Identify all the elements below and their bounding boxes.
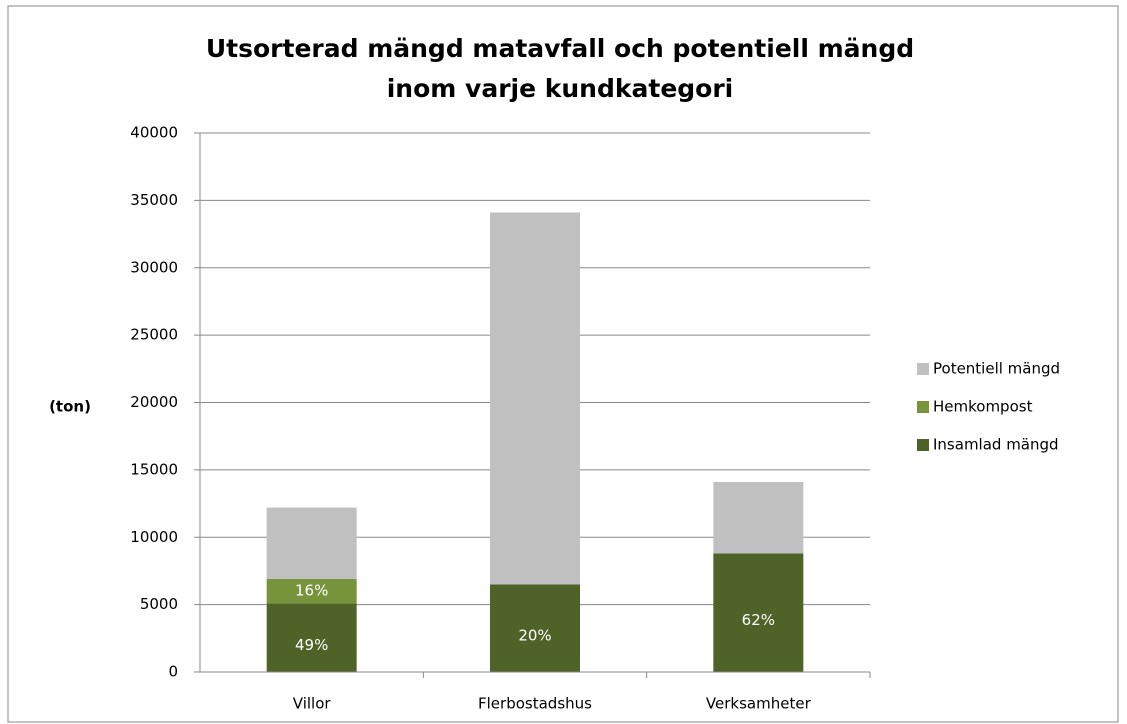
- bar-segment: [266, 603, 357, 672]
- legend-swatch: [917, 439, 929, 451]
- bar-segment: [713, 482, 804, 554]
- x-tick-label: Flerbostadshus: [478, 695, 592, 713]
- y-tick-label: 0: [168, 663, 178, 681]
- y-tick-label: 5000: [140, 595, 178, 613]
- x-tick-label: Verksamheter: [706, 695, 812, 713]
- legend-swatch: [917, 363, 929, 375]
- legend-label: Hemkompost: [933, 398, 1033, 416]
- bar-segment: [266, 507, 357, 580]
- bar-segment: [490, 212, 580, 585]
- bar-segment: [713, 553, 804, 672]
- y-tick-label: 40000: [130, 124, 178, 142]
- segment-label: 49%: [295, 636, 328, 654]
- y-tick-label: 10000: [130, 528, 178, 546]
- segment-label: 20%: [518, 627, 551, 645]
- y-tick-label: 35000: [130, 191, 178, 209]
- y-axis-label: (ton): [49, 398, 91, 416]
- segment-label: 62%: [742, 611, 775, 629]
- y-tick-label: 15000: [130, 460, 178, 478]
- bar-segment: [266, 579, 357, 604]
- chart-title: Utsorterad mängd matavfall och potentiel…: [206, 34, 914, 63]
- y-tick-label: 25000: [130, 326, 178, 344]
- legend-label: Insamlad mängd: [933, 436, 1059, 454]
- bar-segment: [490, 584, 580, 672]
- x-tick-label: Villor: [293, 695, 332, 713]
- legend-label: Potentiell mängd: [933, 360, 1060, 378]
- y-tick-label: 20000: [130, 393, 178, 411]
- y-tick-label: 30000: [130, 258, 178, 276]
- segment-label: 16%: [295, 582, 328, 600]
- chart-title: inom varje kundkategori: [387, 74, 734, 103]
- legend-swatch: [917, 401, 929, 413]
